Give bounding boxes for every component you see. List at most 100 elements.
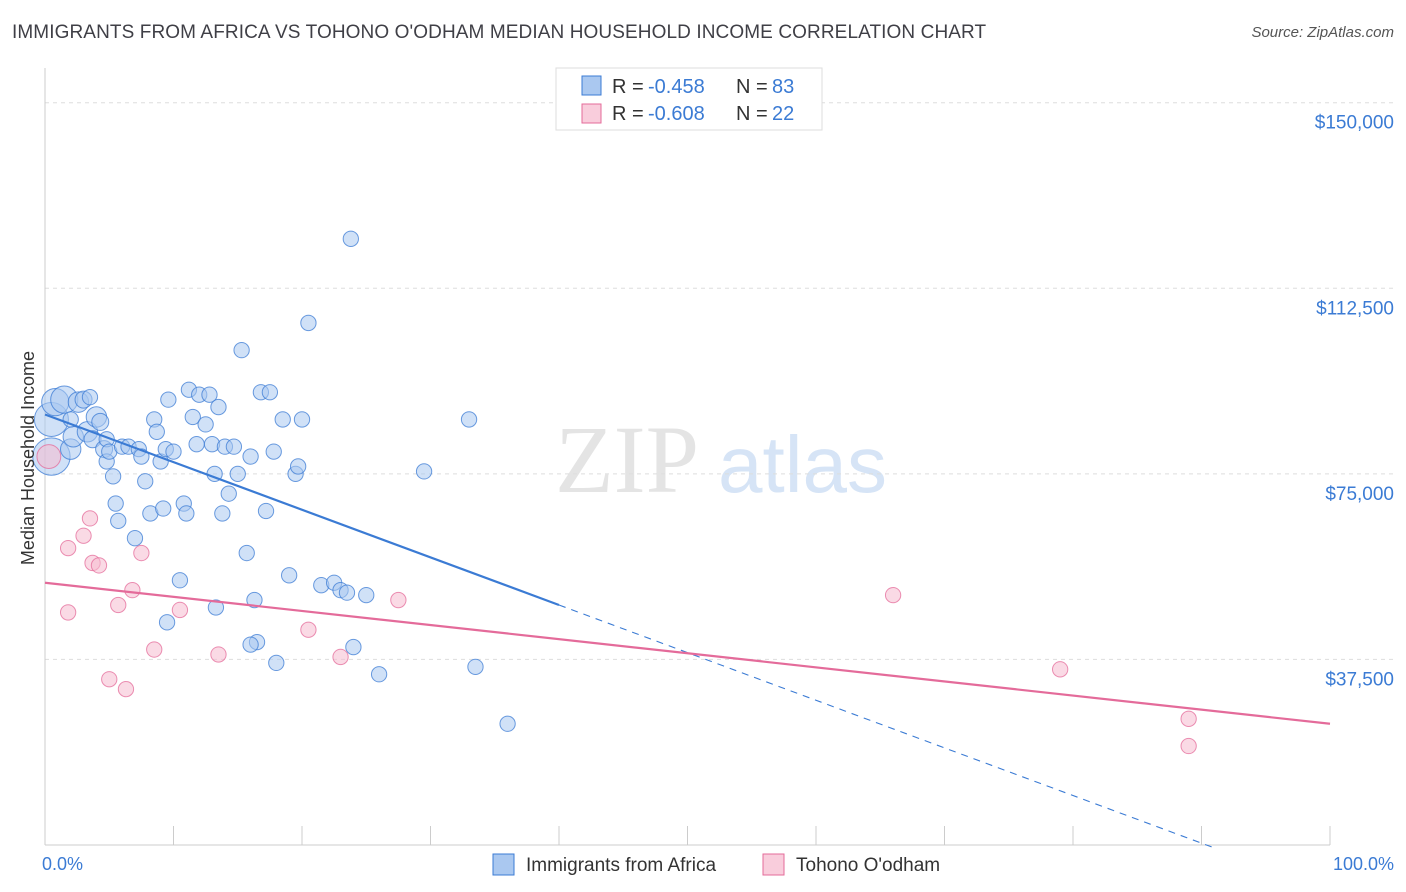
watermark-zip: ZIP — [555, 406, 699, 513]
data-point — [1180, 710, 1197, 727]
data-point — [117, 680, 135, 698]
trend-lines — [44, 413, 1331, 849]
data-point — [1180, 737, 1197, 755]
data-point — [214, 505, 231, 522]
data-point — [884, 586, 902, 604]
data-point — [499, 715, 516, 732]
legend-r-label-pink: R = — [612, 103, 644, 125]
data-point — [90, 557, 108, 574]
legend-r-value-pink: -0.608 — [648, 103, 705, 125]
data-point — [107, 495, 124, 512]
data-point — [36, 444, 62, 469]
x-tick-label-end: 100.0% — [1333, 854, 1394, 874]
legend-n-label-blue: N = — [736, 76, 768, 98]
data-point — [289, 458, 307, 475]
data-point — [238, 544, 255, 562]
legend-n-value-pink: 22 — [772, 103, 794, 125]
data-point — [158, 614, 176, 631]
trend-line-blue — [44, 413, 560, 607]
data-point — [233, 342, 250, 359]
grid — [45, 102, 1394, 660]
data-point — [281, 567, 298, 584]
data-point — [460, 411, 478, 428]
y-axis-label: Median Household Income — [18, 351, 38, 565]
data-point — [171, 601, 189, 619]
data-point — [110, 512, 127, 530]
bottom-legend-swatch-blue — [492, 853, 515, 876]
data-point — [178, 505, 195, 522]
data-point — [188, 436, 205, 453]
chart-title: IMMIGRANTS FROM AFRICA VS TOHONO O'ODHAM… — [12, 22, 987, 43]
data-point — [467, 658, 484, 676]
y-tick-label: $112,500 — [1316, 298, 1394, 319]
data-point — [390, 591, 407, 609]
data-point — [300, 621, 317, 638]
data-point — [124, 582, 141, 599]
data-point — [81, 389, 99, 406]
data-point — [197, 416, 214, 433]
y-tick-label: $150,000 — [1315, 113, 1394, 134]
series-immigrants-from-africa — [32, 230, 516, 732]
data-point — [274, 411, 291, 428]
data-point — [246, 591, 263, 609]
data-point — [220, 485, 237, 502]
data-point — [81, 510, 99, 527]
legend-swatch-pink — [581, 103, 602, 124]
data-point — [110, 596, 127, 614]
watermark-atlas: atlas — [718, 420, 887, 509]
data-point — [210, 646, 227, 663]
data-point — [148, 423, 165, 440]
y-tick-label: $37,500 — [1325, 669, 1394, 690]
data-point — [300, 314, 317, 332]
data-point — [146, 641, 163, 658]
data-point — [155, 500, 172, 517]
series-tohono-oodham — [36, 444, 1197, 755]
bottom-legend-label-blue: Immigrants from Africa — [526, 855, 716, 876]
bottom-legend-swatch-pink — [762, 853, 785, 876]
legend-swatch-blue — [581, 75, 602, 96]
data-point — [165, 443, 182, 460]
data-point — [338, 584, 356, 601]
data-point — [59, 539, 77, 557]
data-point — [171, 572, 189, 589]
data-point — [137, 473, 154, 490]
trend-line-blue-extension — [558, 604, 1215, 849]
data-point — [242, 636, 259, 653]
data-point — [257, 502, 275, 520]
data-point — [242, 448, 259, 465]
data-point — [160, 391, 177, 408]
chart-source: Source: ZipAtlas.com — [1251, 24, 1394, 41]
data-point — [293, 411, 311, 428]
data-point — [265, 443, 282, 460]
data-point — [332, 648, 349, 666]
data-point — [415, 463, 433, 480]
data-point — [370, 666, 388, 683]
data-point — [207, 599, 225, 616]
y-tick-labels: $37,500 $75,000 $112,500 $150,000 — [1315, 113, 1394, 691]
data-point — [75, 527, 92, 544]
data-point — [104, 468, 122, 485]
data-point — [268, 654, 285, 672]
data-point — [358, 586, 375, 604]
data-point — [91, 412, 110, 431]
bottom-legend-label-pink: Tohono O'odham — [796, 855, 940, 876]
data-point — [184, 408, 201, 426]
data-point — [59, 604, 77, 621]
data-point — [1052, 661, 1069, 678]
data-point — [229, 465, 246, 483]
data-point — [342, 230, 359, 247]
y-tick-label: $75,000 — [1325, 484, 1394, 505]
legend: R = -0.458 N = 83 R = -0.608 N = 22 — [555, 67, 823, 131]
data-point — [201, 386, 218, 403]
legend-n-value-blue: 83 — [772, 76, 794, 98]
bottom-legend: Immigrants from Africa Tohono O'odham — [492, 853, 940, 876]
data-point — [345, 638, 362, 656]
data-point — [126, 530, 144, 547]
data-point — [261, 384, 279, 401]
x-tick-label-start: 0.0% — [42, 854, 83, 874]
legend-r-label-blue: R = — [612, 76, 644, 98]
data-point — [101, 671, 118, 688]
trend-line-pink — [44, 581, 1331, 725]
legend-n-label-pink: N = — [736, 103, 768, 125]
